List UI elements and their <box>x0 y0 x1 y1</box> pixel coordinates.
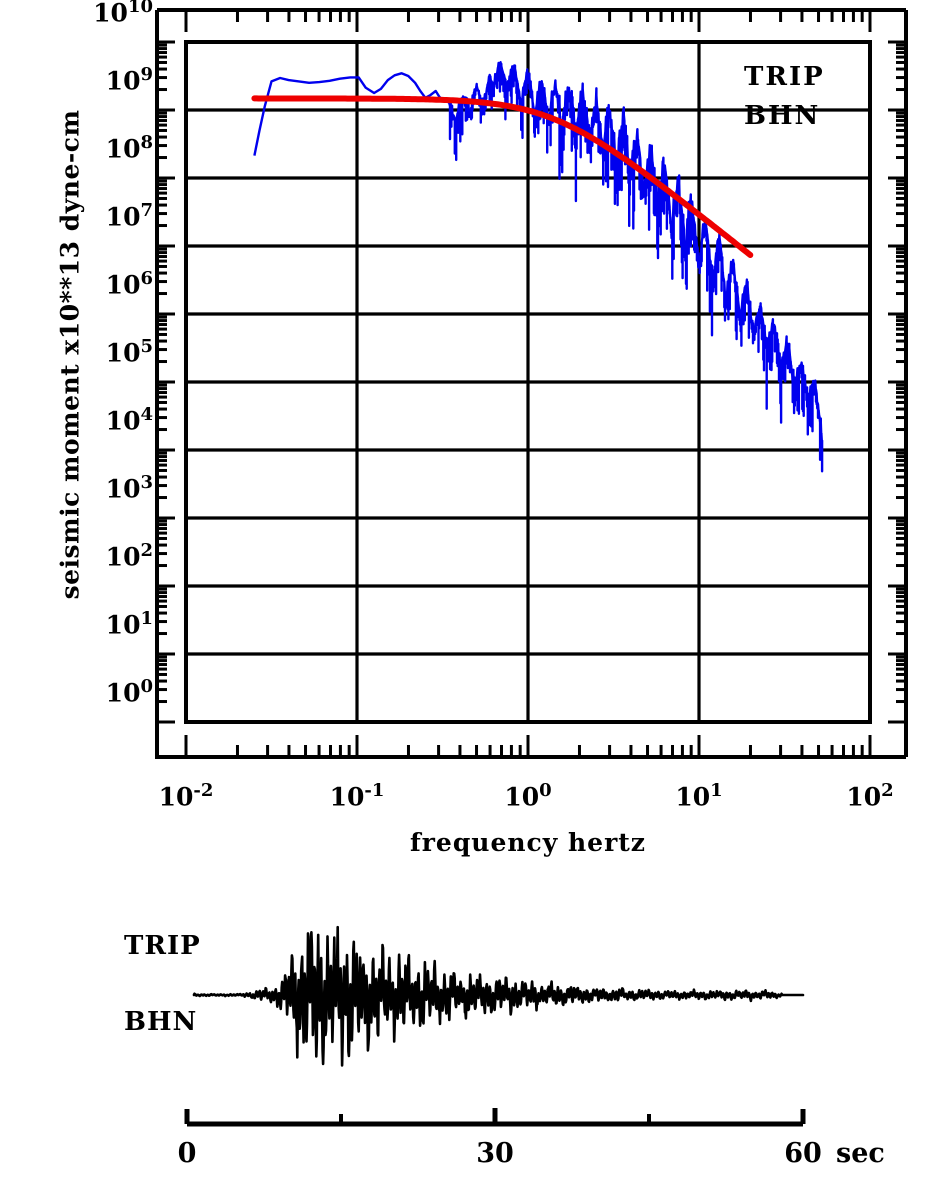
time-tick-label: 60 <box>784 1138 822 1169</box>
y-tick-base: 10 <box>93 0 128 28</box>
y-tick-base: 10 <box>105 270 141 300</box>
x-tick-base: 10 <box>158 782 194 812</box>
observed-spectrum-line <box>253 61 824 473</box>
axis-minor-ticks <box>157 10 906 757</box>
plot-annotation-station: TRIP <box>744 62 825 92</box>
y-tick-exponent: 10 <box>127 0 153 17</box>
x-tick-base: 10 <box>504 782 540 812</box>
y-tick-label: 109 <box>105 64 153 96</box>
y-tick-base: 10 <box>105 406 141 436</box>
y-tick-exponent: 2 <box>140 540 153 561</box>
y-tick-label: 102 <box>105 540 153 572</box>
x-axis-title: frequency hertz <box>409 828 647 857</box>
y-tick-exponent: 1 <box>140 608 153 629</box>
x-tick-exponent: 0 <box>539 780 552 801</box>
y-tick-exponent: 7 <box>140 200 153 221</box>
y-tick-exponent: 3 <box>140 472 153 493</box>
x-tick-label: 10-1 <box>297 780 417 812</box>
y-tick-exponent: 9 <box>140 64 153 85</box>
y-tick-base: 10 <box>105 542 141 572</box>
time-tick-label: 0 <box>177 1138 197 1169</box>
y-tick-base: 10 <box>105 202 141 232</box>
spectrum-plot <box>155 8 908 759</box>
x-tick-exponent: 2 <box>881 780 894 801</box>
y-tick-label: 1010 <box>93 0 153 25</box>
y-tick-exponent: 6 <box>140 268 153 289</box>
y-tick-base: 10 <box>105 338 141 368</box>
y-tick-base: 10 <box>105 474 141 504</box>
x-tick-label: 101 <box>639 780 759 812</box>
y-tick-exponent: 8 <box>140 132 153 153</box>
y-tick-label: 104 <box>105 404 153 436</box>
y-tick-label: 107 <box>105 200 153 232</box>
y-tick-exponent: 0 <box>140 676 153 697</box>
time-tick-label: 30 <box>476 1138 514 1169</box>
x-tick-label: 10-2 <box>126 780 246 812</box>
plot-frame <box>184 40 872 724</box>
y-tick-label: 108 <box>105 132 153 164</box>
y-tick-label: 103 <box>105 472 153 504</box>
x-tick-exponent: -2 <box>193 780 214 801</box>
y-tick-base: 10 <box>105 134 141 164</box>
plot-gridlines <box>186 42 870 722</box>
x-tick-label: 102 <box>810 780 928 812</box>
x-tick-label: 100 <box>468 780 588 812</box>
model-fit-curve <box>251 95 754 258</box>
y-tick-base: 10 <box>105 678 141 708</box>
y-tick-base: 10 <box>105 610 141 640</box>
time-unit-label: sec <box>836 1138 885 1169</box>
y-tick-exponent: 4 <box>140 404 153 425</box>
waveform-label-station: TRIP <box>124 931 201 961</box>
y-tick-label: 106 <box>105 268 153 300</box>
x-tick-base: 10 <box>846 782 882 812</box>
time-axis <box>184 1108 806 1127</box>
waveform-path <box>192 925 805 1067</box>
waveform-label-channel: BHN <box>124 1007 198 1037</box>
x-tick-exponent: 1 <box>710 780 723 801</box>
y-tick-base: 10 <box>105 66 141 96</box>
y-tick-label: 101 <box>105 608 153 640</box>
x-tick-base: 10 <box>329 782 365 812</box>
plot-annotation-channel: BHN <box>744 101 821 131</box>
y-tick-exponent: 5 <box>140 336 153 357</box>
seismogram-trace <box>192 925 805 1067</box>
y-tick-label: 105 <box>105 336 153 368</box>
x-tick-base: 10 <box>675 782 711 812</box>
y-tick-label: 100 <box>105 676 153 708</box>
x-tick-exponent: -1 <box>364 780 385 801</box>
